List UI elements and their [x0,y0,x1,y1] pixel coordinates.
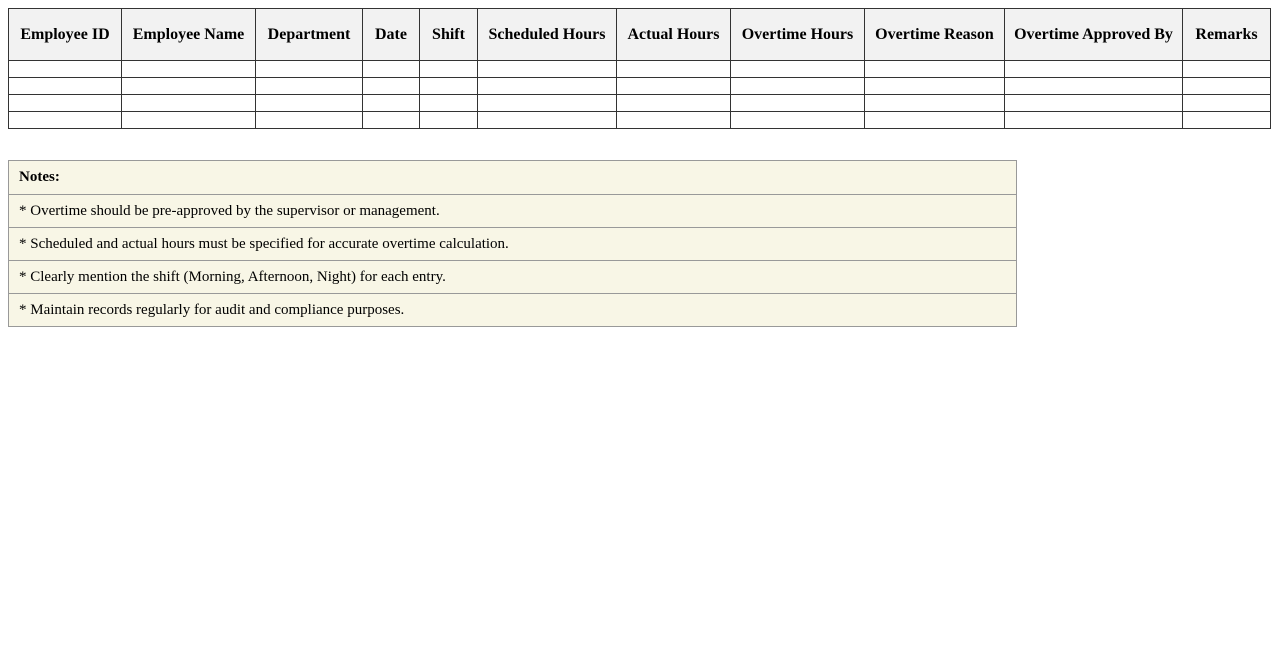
table-cell[interactable] [419,94,478,112]
table-cell[interactable] [730,94,865,112]
table-cell[interactable] [1004,60,1183,78]
table-cell[interactable] [730,77,865,95]
table-cell[interactable] [121,111,256,129]
table-cell[interactable] [1004,111,1183,129]
table-cell[interactable] [255,60,363,78]
table-cell[interactable] [1182,77,1271,95]
table-cell[interactable] [864,111,1005,129]
table-cell[interactable] [477,60,617,78]
table-cell[interactable] [477,77,617,95]
header-actual-hours: Actual Hours [616,8,731,61]
note-item: * Overtime should be pre-approved by the… [9,194,1016,227]
table-cell[interactable] [121,77,256,95]
header-employee-name: Employee Name [121,8,256,61]
overtime-log-table: Employee ID Employee Name Department Dat… [8,8,1271,129]
table-cell[interactable] [1182,94,1271,112]
table-cell[interactable] [1004,94,1183,112]
table-cell[interactable] [362,77,420,95]
table-cell[interactable] [477,94,617,112]
table-cell[interactable] [362,60,420,78]
table-row [8,94,1271,112]
header-overtime-reason: Overtime Reason [864,8,1005,61]
header-shift: Shift [419,8,478,61]
header-remarks: Remarks [1182,8,1271,61]
table-cell[interactable] [616,94,731,112]
table-cell[interactable] [419,111,478,129]
header-overtime-hours: Overtime Hours [730,8,865,61]
table-cell[interactable] [255,111,363,129]
table-cell[interactable] [8,94,122,112]
table-cell[interactable] [864,94,1005,112]
table-cell[interactable] [864,77,1005,95]
table-cell[interactable] [1004,77,1183,95]
header-scheduled-hours: Scheduled Hours [477,8,617,61]
table-cell[interactable] [616,60,731,78]
table-cell[interactable] [616,77,731,95]
table-cell[interactable] [362,94,420,112]
table-cell[interactable] [1182,111,1271,129]
table-cell[interactable] [362,111,420,129]
table-cell[interactable] [255,77,363,95]
table-cell[interactable] [121,60,256,78]
note-item: * Maintain records regularly for audit a… [9,293,1016,326]
table-cell[interactable] [864,60,1005,78]
header-employee-id: Employee ID [8,8,122,61]
header-row: Employee ID Employee Name Department Dat… [8,8,1271,61]
table-cell[interactable] [8,77,122,95]
table-row [8,60,1271,78]
table-cell[interactable] [8,111,122,129]
table-cell[interactable] [730,60,865,78]
table-cell[interactable] [1182,60,1271,78]
note-item: * Clearly mention the shift (Morning, Af… [9,260,1016,293]
table-cell[interactable] [419,60,478,78]
header-date: Date [362,8,420,61]
header-department: Department [255,8,363,61]
table-cell[interactable] [255,94,363,112]
notes-title: Notes: [19,169,60,185]
table-row [8,77,1271,95]
table-cell[interactable] [8,60,122,78]
table-cell[interactable] [121,94,256,112]
table-row [8,111,1271,129]
table-cell[interactable] [730,111,865,129]
table-cell[interactable] [477,111,617,129]
table-cell[interactable] [616,111,731,129]
notes-box: Notes: * Overtime should be pre-approved… [8,160,1017,327]
header-overtime-approved-by: Overtime Approved By [1004,8,1183,61]
note-item: * Scheduled and actual hours must be spe… [9,227,1016,260]
table-cell[interactable] [419,77,478,95]
